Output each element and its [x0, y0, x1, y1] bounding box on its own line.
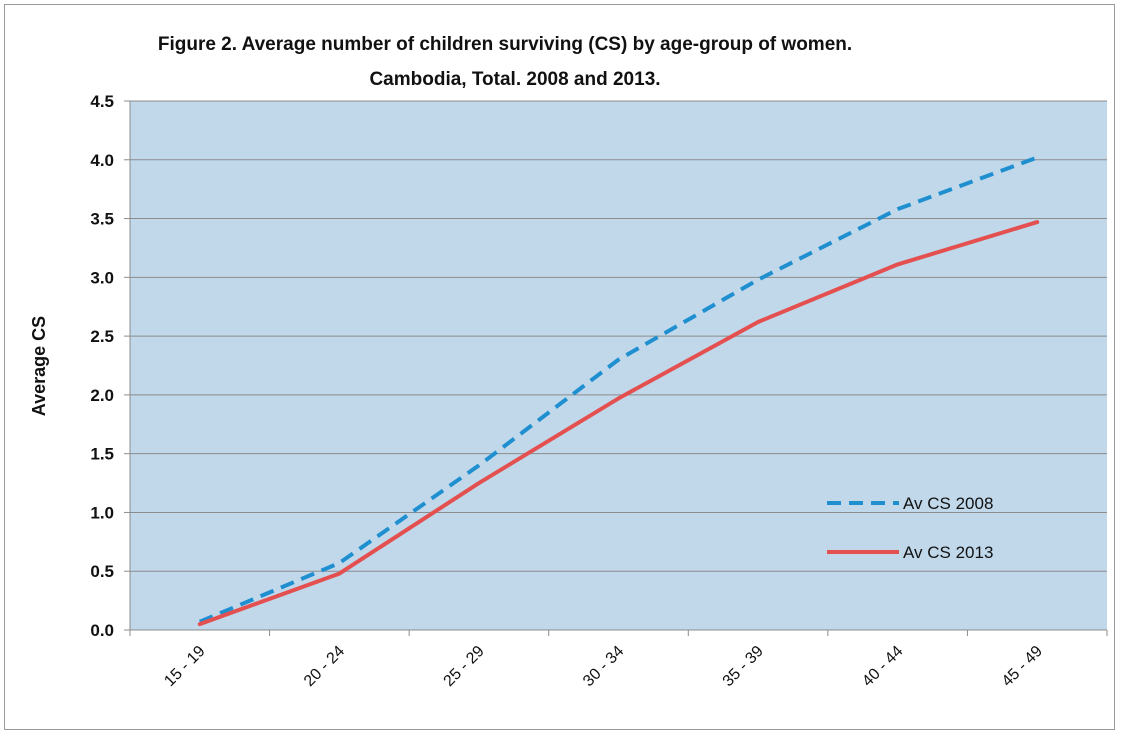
x-tick-label: 25 - 29 [441, 643, 488, 690]
chart-title-line1: Figure 2. Average number of children sur… [158, 34, 852, 55]
y-tick-label: 1.5 [90, 445, 114, 464]
legend-label: Av CS 2008 [903, 494, 993, 513]
x-tick-label: 20 - 24 [301, 643, 348, 690]
y-tick-label: 4.5 [90, 92, 114, 111]
y-tick-label: 4.0 [90, 151, 114, 170]
grid-lines [130, 100, 1107, 572]
series-line-0 [199, 155, 1038, 624]
legend: Av CS 2008 Av CS 2013 [827, 494, 993, 562]
series-line-1 [197, 220, 1040, 627]
chart-title-line2: Cambodia, Total. 2008 and 2013. [369, 69, 660, 90]
x-tick-label: 15 - 19 [161, 643, 208, 690]
y-axis-title: Average CS [29, 316, 49, 416]
x-tick-label: 45 - 49 [999, 643, 1046, 690]
series-lines [197, 155, 1040, 627]
y-tick-label: 0.5 [90, 562, 114, 581]
y-tick-label: 3.0 [90, 268, 114, 287]
y-tick-label: 2.5 [90, 327, 114, 346]
chart-svg: Figure 2. Average number of children sur… [29, 34, 1108, 690]
chart-frame: Figure 2. Average number of children sur… [4, 4, 1115, 730]
x-tick-label: 35 - 39 [720, 643, 767, 690]
axes [124, 100, 1108, 636]
x-tick-labels: 15 - 19 20 - 24 25 - 29 30 - 34 35 - 39 40 - … [161, 643, 1046, 690]
x-tick-label: 30 - 34 [580, 643, 627, 690]
y-tick-label: 1.0 [90, 503, 114, 522]
y-tick-labels: 0.0 0.5 1.0 1.5 2.0 2.5 3.0 3.5 4.0 4.5 [90, 92, 114, 640]
y-tick-label: 3.5 [90, 210, 114, 229]
plot-area [130, 101, 1107, 630]
x-tick-label: 40 - 44 [859, 643, 906, 690]
legend-label: Av CS 2013 [903, 543, 993, 562]
y-tick-label: 0.0 [90, 621, 114, 640]
y-tick-label: 2.0 [90, 386, 114, 405]
